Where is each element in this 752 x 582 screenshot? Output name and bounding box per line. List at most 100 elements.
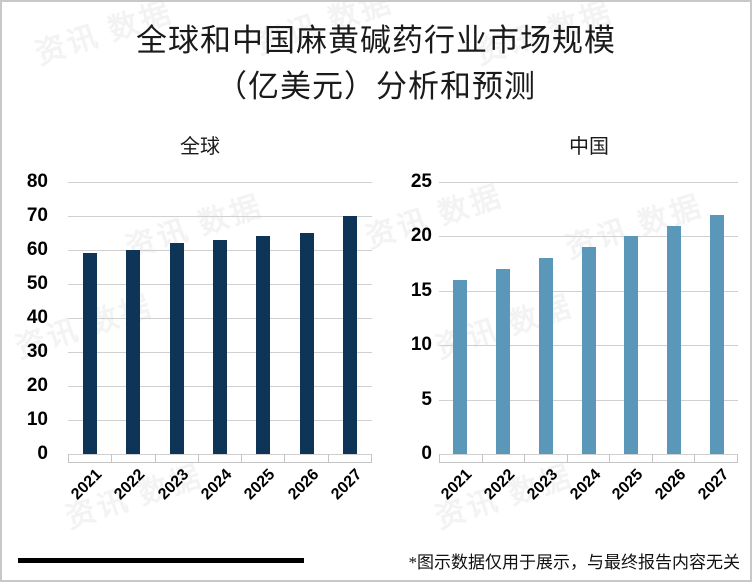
bar-china-2027[interactable] [709, 214, 724, 454]
x-label-slot: 2024 [198, 466, 241, 514]
y-axis-tick-china: 5 [421, 388, 432, 410]
x-axis-label-2023: 2023 [524, 466, 562, 504]
x-axis-label-2026: 2026 [285, 466, 323, 504]
x-label-slot: 2023 [154, 466, 198, 514]
bar-slot [439, 182, 482, 454]
plot-area-global: 2021 2022 2023 2024 2025 2026 2027 [68, 182, 372, 503]
x-label-slot: 2023 [524, 466, 567, 514]
chart-title: 全球和中国麻黄碱药行业市场规模 （亿美元）分析和预测 [2, 18, 750, 110]
bar-series-global [68, 182, 372, 454]
x-label-slot: 2025 [609, 466, 653, 514]
footer-note: *图示数据仅用于展示，与最终报告内容无关 [408, 553, 741, 572]
x-axis-label-2027: 2027 [328, 466, 366, 504]
bar-series-china [439, 182, 738, 454]
x-axis-labels-global: 2021 2022 2023 2024 2025 2026 2027 [67, 466, 372, 514]
bar-slot [653, 182, 696, 454]
y-axis-tick-global: 40 [26, 307, 48, 328]
gridline-china [439, 236, 738, 238]
chart-panel-global: 80 70 60 50 40 30 20 10 0 2021 2022 2023 2024 2025 20… [10, 171, 380, 503]
bar-china-2025[interactable] [624, 236, 639, 454]
x-axis-tick [285, 454, 329, 462]
bar-china-2022[interactable] [496, 269, 511, 454]
bar-global-2026[interactable] [299, 233, 314, 454]
bar-slot [524, 182, 567, 454]
bar-slot [610, 182, 653, 454]
x-label-slot: 2022 [111, 466, 154, 514]
x-axis-tick [610, 454, 653, 462]
y-axis-tick-china: 0 [421, 443, 432, 464]
gridline-global [68, 182, 372, 183]
gridline-china [439, 182, 738, 183]
x-axis-label-2025: 2025 [241, 466, 279, 504]
x-label-slot: 2027 [328, 466, 372, 514]
y-axis-tick-global: 10 [26, 409, 48, 430]
x-axis-tick [653, 454, 696, 462]
bar-slot [242, 182, 285, 454]
bar-global-2021[interactable] [82, 253, 97, 454]
x-axis-label-2021: 2021 [438, 466, 476, 504]
x-label-slot: 2022 [481, 466, 525, 514]
y-axis-tick-china: 15 [410, 279, 432, 301]
x-axis-tick [199, 454, 243, 462]
plot-area-china: 2021 2022 2023 2024 2025 2026 2027 [439, 182, 738, 503]
x-axis-label-2021: 2021 [67, 466, 106, 504]
x-axis-label-2024: 2024 [198, 466, 236, 504]
x-axis-tick-rail-global [68, 454, 372, 463]
y-axis-tick-china: 25 [410, 171, 432, 192]
x-axis-label-2023: 2023 [154, 466, 192, 504]
x-axis-label-2022: 2022 [481, 466, 519, 504]
panel-subtitle-global: 全球 [180, 136, 220, 158]
x-axis-tick [69, 454, 113, 462]
x-axis-tick [525, 454, 568, 462]
x-axis-label-2025: 2025 [609, 466, 647, 504]
bar-global-2024[interactable] [212, 239, 227, 454]
x-label-slot: 2026 [285, 466, 328, 514]
title-line-1: 全球和中国麻黄碱药行业市场规模 [136, 23, 616, 58]
x-axis-tick [483, 454, 526, 462]
bar-global-2027[interactable] [343, 216, 358, 454]
bar-slot [567, 182, 610, 454]
y-axis-tick-global: 60 [26, 239, 48, 260]
x-label-slot: 2027 [694, 466, 738, 514]
y-axis-global: 80 70 60 50 40 30 20 10 0 [10, 171, 54, 472]
x-label-slot: 2025 [241, 466, 285, 514]
y-axis-tick-global: 20 [26, 375, 48, 396]
x-axis-tick [112, 454, 156, 462]
y-axis-tick-global: 70 [26, 205, 48, 226]
y-axis-tick-china: 10 [410, 334, 432, 356]
panel-subtitle-china: 中国 [569, 136, 609, 158]
x-label-slot: 2021 [67, 466, 111, 514]
chart-panel-china: 25 20 15 10 5 0 2021 2022 2023 2024 2025 2026 2027 [394, 171, 746, 503]
axis-baseline-global [68, 454, 372, 455]
x-axis-tick [568, 454, 611, 462]
x-label-slot: 2021 [438, 466, 482, 514]
x-axis-tick [156, 454, 199, 462]
x-axis-tick [242, 454, 286, 462]
x-axis-tick [695, 454, 737, 462]
x-axis-label-2024: 2024 [566, 466, 604, 504]
axis-baseline-china [439, 454, 738, 455]
x-axis-tick-rail-china [439, 454, 738, 463]
bar-global-2022[interactable] [126, 250, 141, 454]
x-label-slot: 2026 [652, 466, 696, 514]
title-line-2: （亿美元）分析和预测 [216, 69, 536, 104]
bar-china-2023[interactable] [538, 258, 553, 454]
y-axis-china: 25 20 15 10 5 0 [394, 171, 438, 472]
bar-china-2024[interactable] [581, 247, 596, 454]
bar-slot [68, 182, 111, 454]
y-axis-tick-global: 0 [37, 443, 48, 464]
x-axis-label-2027: 2027 [694, 466, 733, 504]
x-axis-label-2022: 2022 [111, 466, 149, 504]
x-axis-labels-china: 2021 2022 2023 2024 2025 2026 2027 [438, 466, 738, 514]
bar-global-2025[interactable] [256, 236, 271, 454]
bar-global-2023[interactable] [169, 243, 184, 454]
gridline-global [68, 216, 372, 217]
bar-slot [285, 182, 328, 454]
x-axis-label-2026: 2026 [652, 466, 690, 504]
x-axis-tick [329, 454, 371, 462]
bar-china-2026[interactable] [666, 225, 681, 454]
bar-slot [695, 182, 738, 454]
bar-slot [111, 182, 154, 454]
bar-china-2021[interactable] [453, 279, 468, 454]
